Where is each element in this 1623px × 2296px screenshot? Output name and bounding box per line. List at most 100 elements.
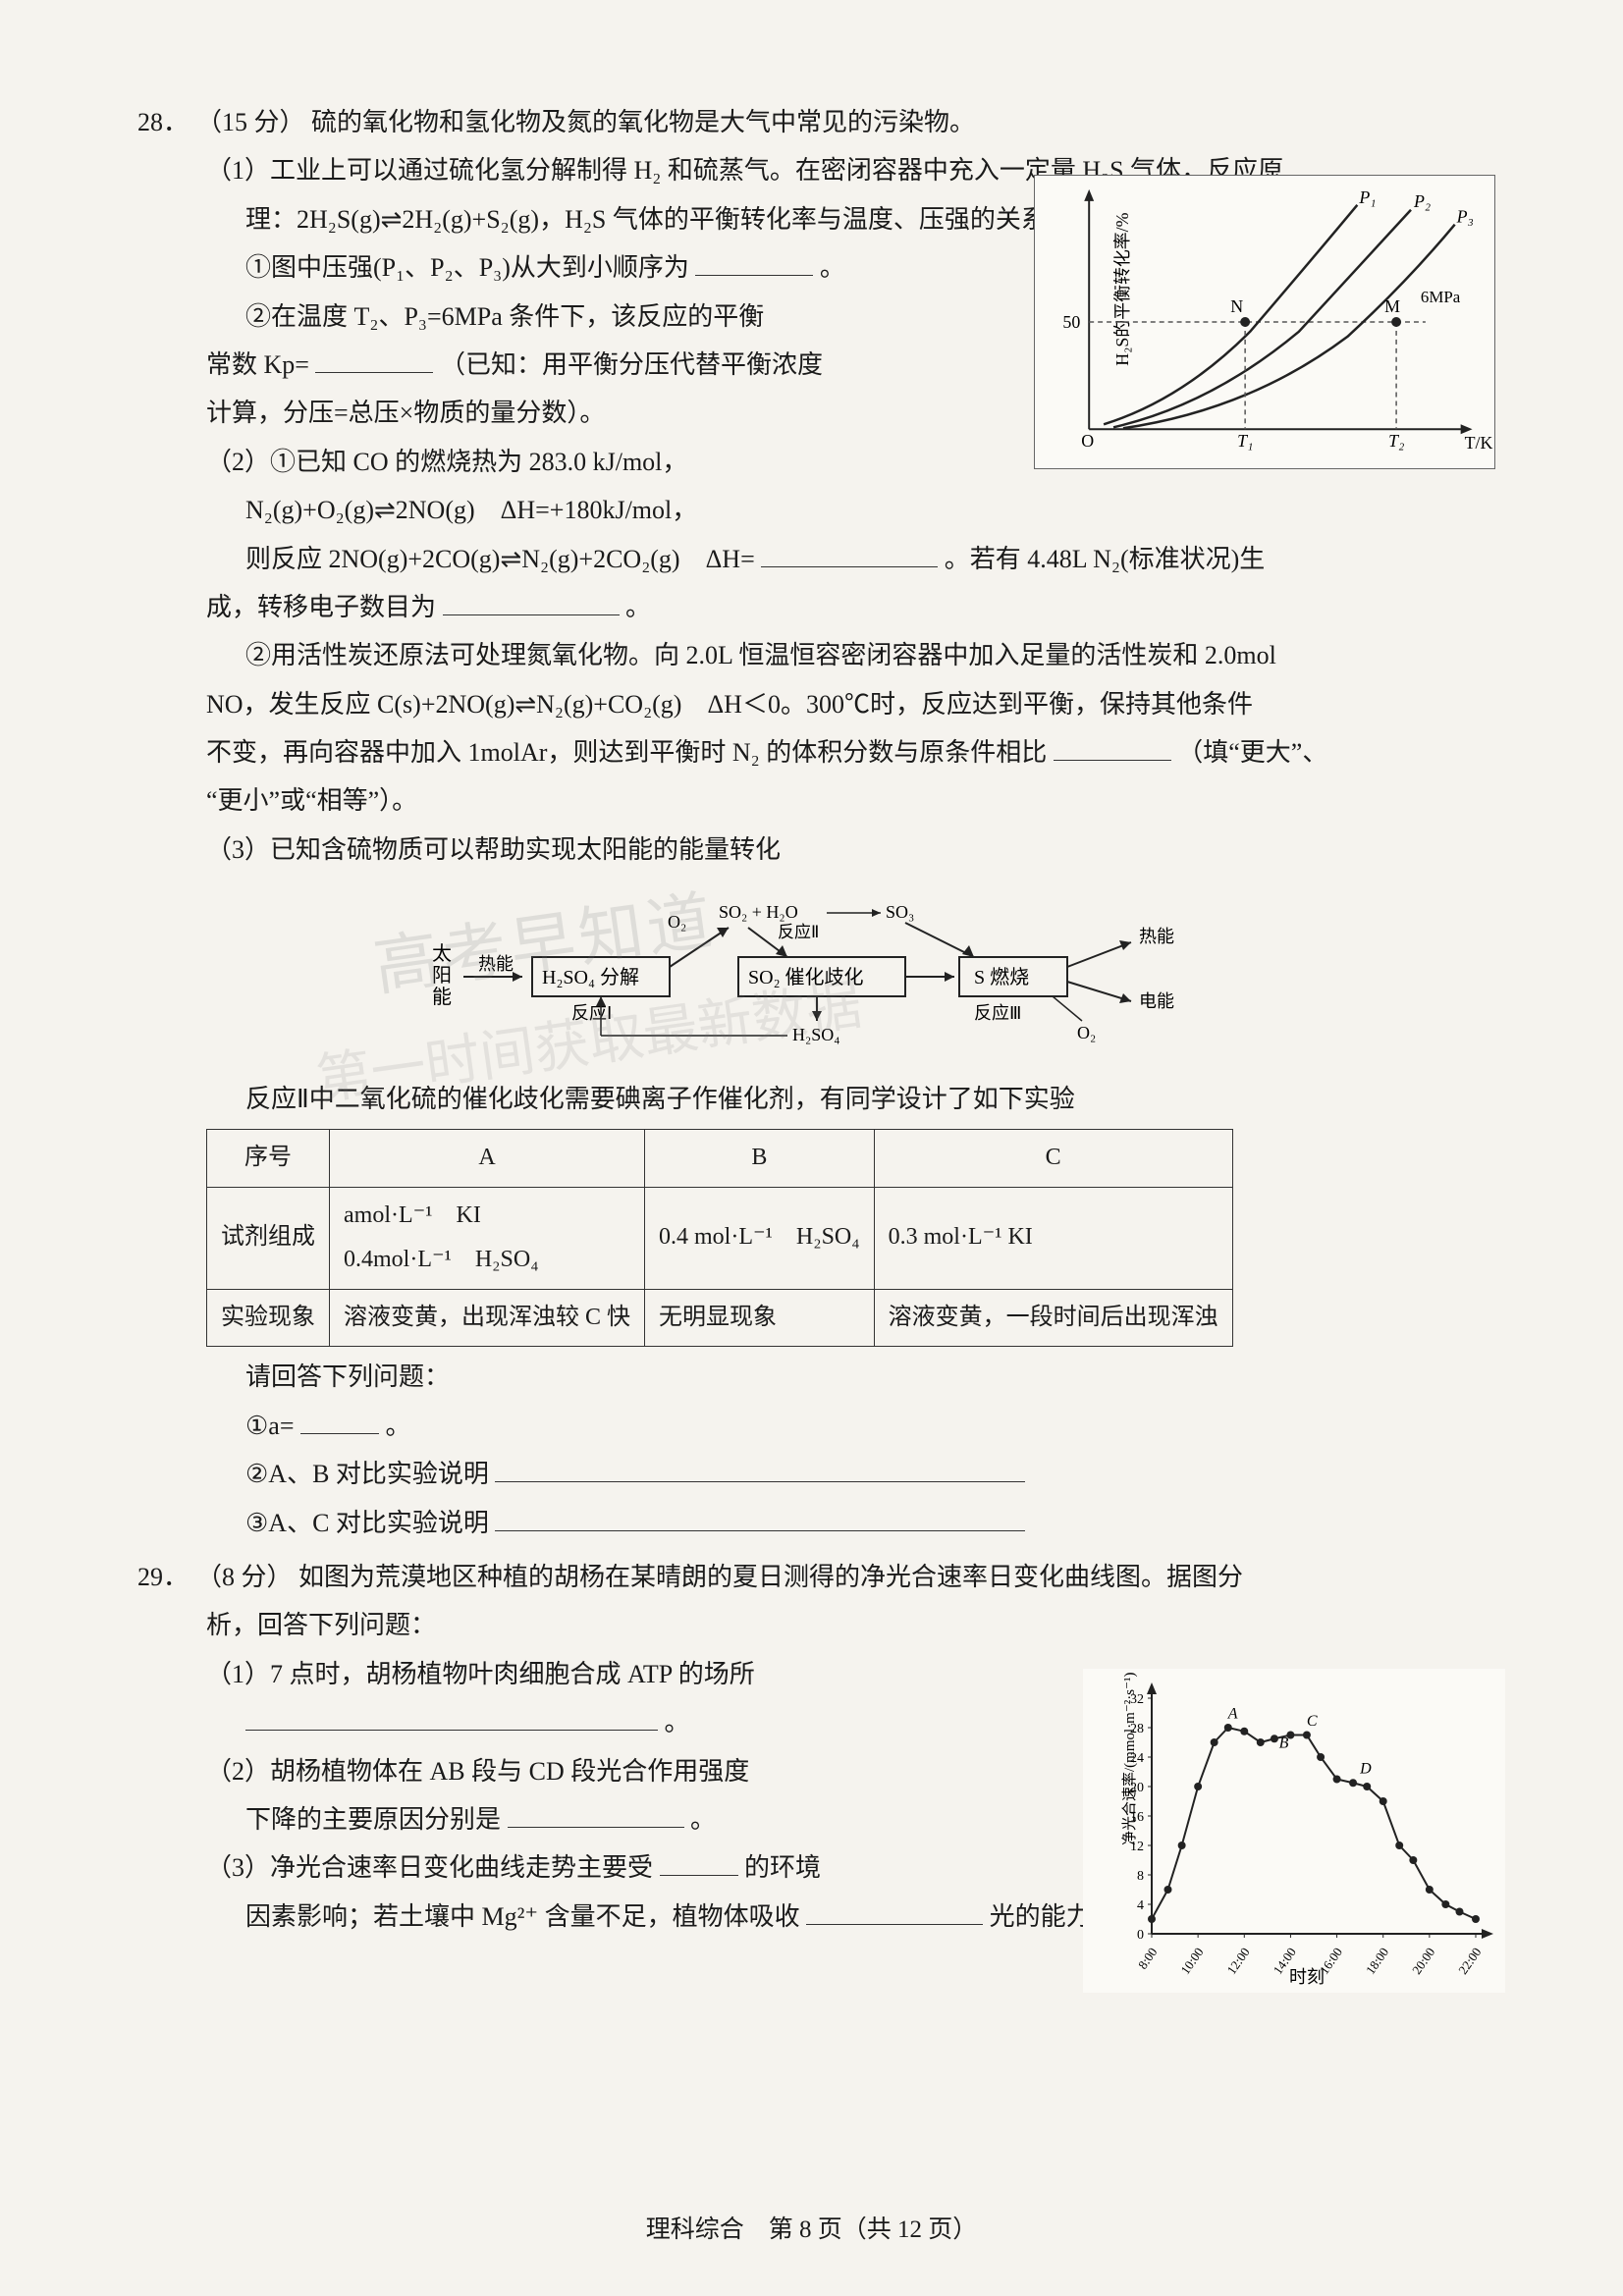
q29-q2b: 下降的主要原因分别是 bbox=[245, 1805, 501, 1834]
q28-stem: 硫的氧化物和氢化物及氮的氧化物是大气中常见的污染物。 bbox=[311, 108, 975, 136]
svg-text:20:00: 20:00 bbox=[1409, 1945, 1437, 1977]
blank bbox=[495, 1503, 1025, 1531]
svg-text:H₂SO₄: H₂SO₄ bbox=[792, 1025, 840, 1044]
svg-text:O₂: O₂ bbox=[668, 912, 686, 932]
q28-1-q2c: （已知：用平衡分压代替平衡浓度 bbox=[440, 350, 823, 379]
svg-text:D: D bbox=[1359, 1761, 1372, 1778]
svg-text:B: B bbox=[1279, 1735, 1289, 1751]
q28-2-q2a: ②用活性炭还原法可处理氮氧化物。向 2.0L 恒温恒容密闭容器中加入足量的活性炭… bbox=[137, 631, 1515, 679]
q28-3-q1: ①a= 。 bbox=[137, 1402, 1515, 1450]
q28-2-q2d: “更小”或“相等”）。 bbox=[137, 776, 1515, 825]
svg-text:12: 12 bbox=[1130, 1840, 1144, 1854]
svg-text:H₂S的平衡转化率/%: H₂S的平衡转化率/% bbox=[1112, 212, 1132, 365]
svg-text:28: 28 bbox=[1130, 1722, 1144, 1736]
blank bbox=[1054, 732, 1171, 761]
th-a: A bbox=[330, 1130, 645, 1188]
svg-text:M: M bbox=[1384, 296, 1400, 316]
blank bbox=[508, 1799, 684, 1828]
svg-text:S 燃烧: S 燃烧 bbox=[974, 966, 1029, 988]
td-label: 试剂组成 bbox=[207, 1187, 330, 1289]
blank bbox=[660, 1848, 738, 1877]
svg-text:50: 50 bbox=[1062, 312, 1080, 332]
th-b: B bbox=[645, 1130, 875, 1188]
q28-3-lead: （3）已知含硫物质可以帮助实现太阳能的能量转化 bbox=[137, 826, 1515, 874]
q29-q2b-row: 下降的主要原因分别是 。 bbox=[137, 1795, 943, 1843]
svg-text:能: 能 bbox=[432, 986, 452, 1008]
q28-2-line2: N₂(g)+O₂(g)⇌2NO(g) ΔH=+180kJ/mol， bbox=[137, 486, 1515, 534]
svg-text:T₂: T₂ bbox=[1388, 431, 1404, 451]
q28-2-line3a: 则反应 2NO(g)+2CO(g)⇌N₂(g)+2CO₂(g) ΔH= bbox=[245, 545, 755, 573]
q29-stem-a: 如图为荒漠地区种植的胡杨在某晴朗的夏日测得的净光合速率日变化曲线图。据图分 bbox=[298, 1563, 1243, 1591]
td-a: 溶液变黄，出现浑浊较 C 快 bbox=[330, 1289, 645, 1347]
svg-text:热能: 热能 bbox=[1139, 927, 1174, 946]
q28-1-q1-text: ①图中压强(P₁、P₂、P₃)从大到小顺序为 bbox=[245, 253, 689, 282]
svg-text:反应Ⅱ: 反应Ⅱ bbox=[778, 923, 819, 941]
q28-3-q2-text: ②A、B 对比实验说明 bbox=[245, 1460, 489, 1488]
td-c: 0.3 mol·L⁻¹ KI bbox=[874, 1187, 1232, 1289]
q28-3-diagram: 太 阳 能 热能 H₂SO₄ 分解 反应Ⅰ O₂ SO₂ + H₂O 反应Ⅱ S… bbox=[424, 883, 1229, 1066]
q29-points: （8 分） bbox=[196, 1563, 293, 1591]
svg-text:SO₃: SO₃ bbox=[886, 902, 914, 922]
svg-text:4: 4 bbox=[1137, 1898, 1144, 1913]
blank bbox=[495, 1455, 1025, 1483]
svg-text:32: 32 bbox=[1130, 1692, 1144, 1707]
svg-text:T₁: T₁ bbox=[1237, 431, 1253, 451]
q28-3-q3-text: ③A、C 对比实验说明 bbox=[245, 1509, 489, 1537]
q29-stem-b: 析，回答下列问题： bbox=[137, 1601, 1515, 1649]
q29-q2c: 。 bbox=[690, 1805, 716, 1834]
q28-2-q2c-tail: （填“更大”、 bbox=[1177, 738, 1327, 767]
q28-2-q2b: NO，发生反应 C(s)+2NO(g)⇌N₂(g)+CO₂(g) ΔH＜0。30… bbox=[137, 680, 1515, 728]
q28-2-line4b: 。 bbox=[625, 593, 651, 621]
svg-text:SO₂ + H₂O: SO₂ + H₂O bbox=[719, 902, 798, 922]
svg-text:电能: 电能 bbox=[1139, 991, 1174, 1011]
svg-text:22:00: 22:00 bbox=[1455, 1945, 1484, 1977]
svg-text:N: N bbox=[1230, 296, 1243, 316]
q28-chart: H₂S的平衡转化率/% T/K 50 P₁ P₂ P₃ N T₁ M T₂ 6M… bbox=[1034, 175, 1495, 469]
th-seq: 序号 bbox=[207, 1130, 330, 1188]
q28-2-line3b: 。若有 4.48L N₂(标准状况)生 bbox=[945, 545, 1266, 573]
blank bbox=[806, 1896, 983, 1925]
svg-text:8: 8 bbox=[1137, 1869, 1144, 1884]
q28-3-q2: ②A、B 对比实验说明 bbox=[137, 1450, 1515, 1498]
q28-3-after: 请回答下列问题： bbox=[137, 1353, 1515, 1401]
svg-text:0: 0 bbox=[1137, 1928, 1144, 1943]
q29-q2a: （2）胡杨植物体在 AB 段与 CD 段光合作用强度 bbox=[137, 1747, 943, 1795]
svg-text:16:00: 16:00 bbox=[1317, 1945, 1345, 1977]
q28-3-q1b: 。 bbox=[386, 1412, 411, 1440]
svg-text:O₂: O₂ bbox=[1077, 1023, 1096, 1042]
svg-text:16: 16 bbox=[1130, 1810, 1144, 1825]
svg-text:10:00: 10:00 bbox=[1177, 1945, 1206, 1977]
q29-q3a: （3）净光合速率日变化曲线走势主要受 bbox=[206, 1853, 653, 1882]
svg-text:H₂SO₄ 分解: H₂SO₄ 分解 bbox=[542, 966, 639, 988]
q28-2-line4: 成，转移电子数目为 。 bbox=[137, 583, 1515, 631]
svg-text:反应Ⅲ: 反应Ⅲ bbox=[974, 1003, 1021, 1023]
q29-number: 29． bbox=[137, 1553, 196, 1601]
svg-text:18:00: 18:00 bbox=[1363, 1945, 1391, 1977]
svg-text:阳: 阳 bbox=[432, 964, 452, 987]
blank bbox=[761, 539, 938, 567]
svg-text:热能: 热能 bbox=[478, 954, 514, 974]
svg-text:6MPa: 6MPa bbox=[1421, 288, 1461, 306]
q28-2-line4a: 成，转移电子数目为 bbox=[206, 593, 436, 621]
svg-text:T/K: T/K bbox=[1465, 433, 1493, 453]
svg-text:O: O bbox=[1081, 431, 1094, 451]
blank bbox=[695, 248, 813, 277]
page-footer: 理科综合 第 8 页（共 12 页） bbox=[0, 2207, 1623, 2254]
table-row: 实验现象 溶液变黄，出现浑浊较 C 快 无明显现象 溶液变黄，一段时间后出现浑浊 bbox=[207, 1289, 1233, 1347]
svg-text:P₃: P₃ bbox=[1456, 207, 1474, 227]
th-c: C bbox=[874, 1130, 1232, 1188]
svg-text:P₂: P₂ bbox=[1413, 191, 1431, 211]
q29-q1: （1）7 点时，胡杨植物叶肉细胞合成 ATP 的场所 bbox=[137, 1650, 943, 1698]
svg-text:24: 24 bbox=[1130, 1751, 1144, 1766]
blank bbox=[245, 1703, 658, 1732]
q29-q3c: 因素影响；若土壤中 Mg²⁺ 含量不足，植物体吸收 bbox=[245, 1902, 800, 1931]
q28-3-table: 序号 A B C 试剂组成 amol·L⁻¹ KI 0.4mol·L⁻¹ H₂S… bbox=[206, 1129, 1233, 1347]
svg-text:A: A bbox=[1227, 1705, 1238, 1722]
q29-q1b: 。 bbox=[665, 1708, 690, 1736]
q29-q1a: （1）7 点时，胡杨植物叶肉细胞合成 ATP 的场所 bbox=[206, 1660, 755, 1688]
svg-text:SO₂ 催化歧化: SO₂ 催化歧化 bbox=[748, 966, 864, 988]
svg-text:C: C bbox=[1307, 1713, 1318, 1730]
td-b: 0.4 mol·L⁻¹ H₂SO₄ bbox=[645, 1187, 875, 1289]
q28-3-table-intro: 反应Ⅱ中二氧化硫的催化歧化需要碘离子作催化剂，有同学设计了如下实验 bbox=[137, 1075, 1515, 1123]
td-label: 实验现象 bbox=[207, 1289, 330, 1347]
